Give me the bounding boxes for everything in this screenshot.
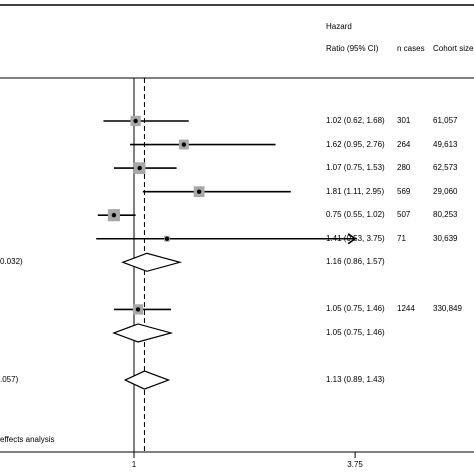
cohort-size-row-5: 30,639 xyxy=(433,233,458,243)
ci-text-row-0: 1.02 (0.62, 1.68) xyxy=(326,116,385,125)
n-cases-row-3: 569 xyxy=(397,186,411,196)
footnote-text: effects analysis xyxy=(0,435,55,444)
pooled-diamond-row-9 xyxy=(112,323,174,343)
point-estimate-row-4 xyxy=(111,213,117,218)
row-label-6: 0.032) xyxy=(0,257,23,267)
ci-text-row-3: 1.81 (1.11, 2.95) xyxy=(326,186,385,196)
x-tick-label-1: 3.75 xyxy=(347,460,363,469)
n-cases-row-8: 1244 xyxy=(397,304,415,314)
cohort-size-row-3: 29,060 xyxy=(433,186,458,196)
n-cases-header: n cases xyxy=(397,44,425,53)
ci-text-row-8: 1.05 (0.75, 1.46) xyxy=(326,304,385,314)
n-cases-row-4: 507 xyxy=(397,210,411,220)
point-estimate-row-0 xyxy=(133,118,138,124)
ci-text-row-1: 1.62 (0.95, 2.76) xyxy=(326,139,385,149)
ci-arrow-row-5 xyxy=(347,233,357,245)
ci-text-row-9: 1.05 (0.75, 1.46) xyxy=(326,327,385,337)
point-estimate-row-3 xyxy=(196,189,202,194)
x-tick-label-0: 1 xyxy=(131,460,137,469)
cohort-size-header: Cohort size xyxy=(433,44,474,53)
ci-text-row-5: 1.41 (0.53, 3.75) xyxy=(326,233,385,243)
n-cases-row-5: 71 xyxy=(397,233,406,243)
point-estimate-row-8 xyxy=(135,307,141,312)
point-estimate-row-1 xyxy=(181,142,187,147)
ci-text-row-11: 1.13 (0.89, 1.43) xyxy=(326,375,385,385)
pooled-diamond-row-11 xyxy=(123,370,171,390)
pooled-diamond-row-6 xyxy=(121,252,183,272)
point-estimate-row-2 xyxy=(137,165,142,171)
n-cases-row-1: 264 xyxy=(397,139,411,149)
hazard-header-line1: Hazard xyxy=(326,22,352,31)
cohort-size-row-8: 330,849 xyxy=(433,304,462,314)
cohort-size-row-4: 80,253 xyxy=(433,210,458,220)
ci-text-row-6: 1.16 (0.86, 1.57) xyxy=(326,257,385,267)
ci-text-row-4: 0.75 (0.55, 1.02) xyxy=(326,210,385,220)
cohort-size-row-1: 49,613 xyxy=(433,139,458,149)
row-label-11: .057) xyxy=(0,375,19,385)
cohort-size-row-2: 62,573 xyxy=(433,163,458,173)
n-cases-row-0: 301 xyxy=(397,116,411,125)
n-cases-row-2: 280 xyxy=(397,163,411,173)
ci-text-row-2: 1.07 (0.75, 1.53) xyxy=(326,163,385,173)
hazard-header-line2: Ratio (95% CI) xyxy=(326,44,379,53)
point-estimate-row-5 xyxy=(164,236,170,241)
cohort-size-row-0: 61,057 xyxy=(433,116,458,125)
